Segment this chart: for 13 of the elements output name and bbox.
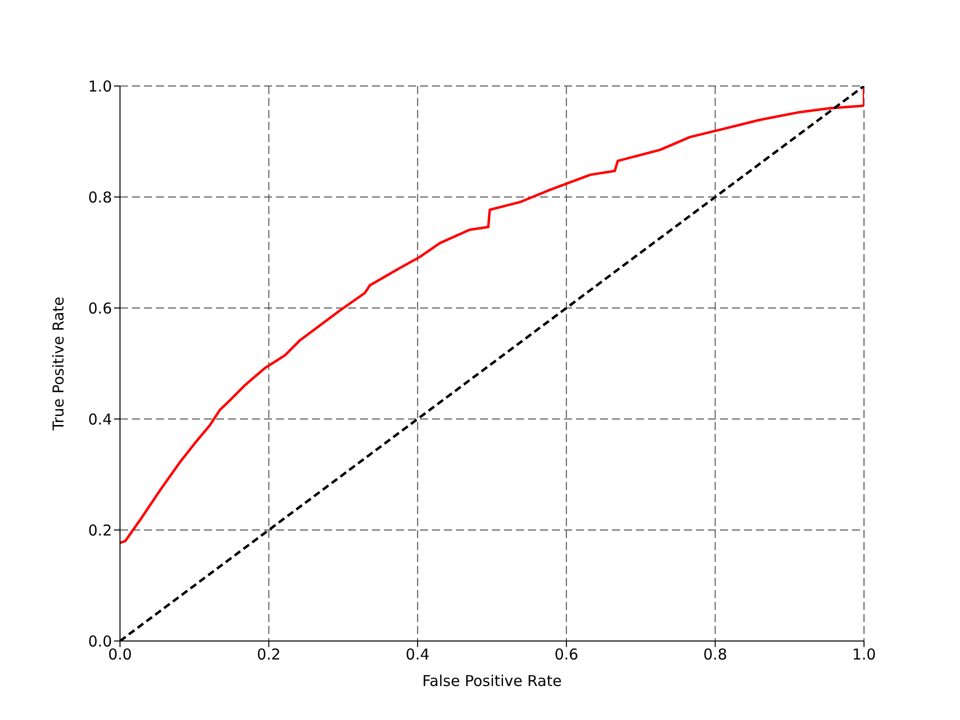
x-tick-label: 1.0 xyxy=(852,646,876,664)
x-tick-label: 0.0 xyxy=(108,646,132,664)
x-axis-title: False Positive Rate xyxy=(422,672,562,690)
x-tick-label: 0.4 xyxy=(406,646,430,664)
x-tick-label: 0.6 xyxy=(554,646,578,664)
y-tick-label: 0.2 xyxy=(88,521,112,540)
x-tick-label: 0.2 xyxy=(256,646,281,664)
y-tick-label: 0.6 xyxy=(88,299,112,318)
y-tick-label: 0.4 xyxy=(88,410,112,428)
y-tick-label: 1.0 xyxy=(88,77,112,96)
y-tick-label: 0.8 xyxy=(88,188,112,206)
y-axis-title: True Positive Rate xyxy=(49,296,68,432)
x-tick-label: 0.8 xyxy=(703,646,728,664)
